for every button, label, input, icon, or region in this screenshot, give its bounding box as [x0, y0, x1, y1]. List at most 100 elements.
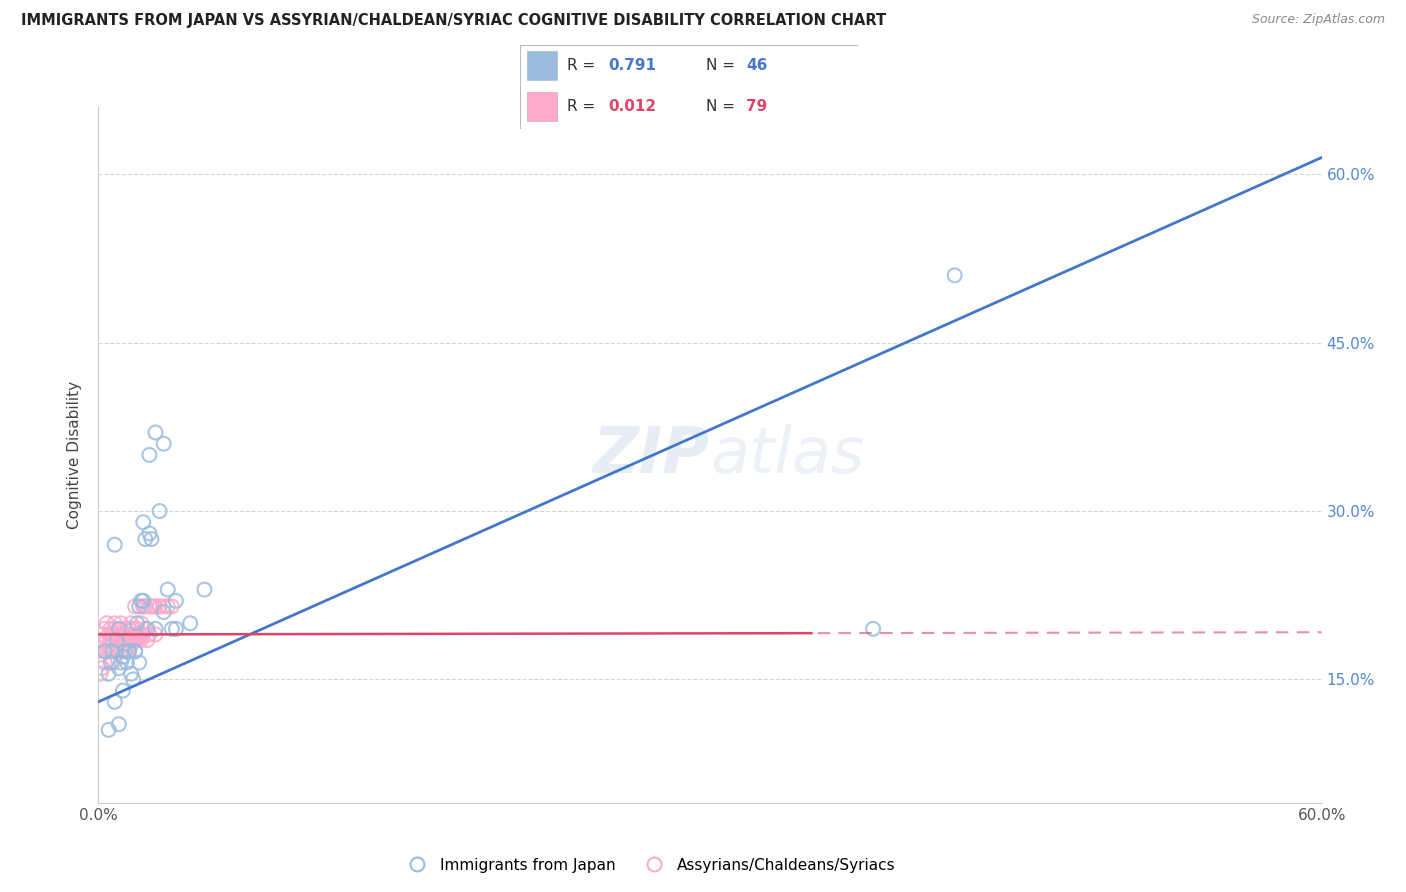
- Point: [152, 605, 174, 619]
- FancyBboxPatch shape: [527, 92, 557, 120]
- Point: [111, 683, 134, 698]
- Point: [160, 599, 183, 614]
- Point: [145, 627, 167, 641]
- Point: [101, 644, 124, 658]
- Text: N =: N =: [706, 99, 740, 114]
- Point: [100, 656, 122, 670]
- Point: [127, 633, 149, 648]
- Point: [108, 717, 131, 731]
- Point: [141, 599, 163, 614]
- Point: [127, 627, 149, 641]
- Point: [142, 599, 165, 614]
- Text: R =: R =: [568, 99, 600, 114]
- Point: [114, 639, 136, 653]
- Point: [156, 599, 179, 614]
- Point: [156, 582, 179, 597]
- Point: [129, 627, 152, 641]
- Text: IMMIGRANTS FROM JAPAN VS ASSYRIAN/CHALDEAN/SYRIAC COGNITIVE DISABILITY CORRELATI: IMMIGRANTS FROM JAPAN VS ASSYRIAN/CHALDE…: [21, 13, 886, 29]
- Point: [179, 616, 201, 631]
- Point: [118, 644, 141, 658]
- Point: [118, 622, 141, 636]
- Point: [91, 661, 114, 675]
- Point: [100, 622, 122, 636]
- Point: [122, 673, 145, 687]
- Point: [97, 644, 120, 658]
- Point: [120, 639, 142, 653]
- Point: [943, 268, 966, 283]
- Text: atlas: atlas: [710, 424, 865, 486]
- Point: [105, 627, 128, 641]
- Point: [104, 622, 127, 636]
- Point: [132, 599, 155, 614]
- Point: [91, 627, 114, 641]
- Point: [114, 644, 136, 658]
- Point: [104, 538, 127, 552]
- Point: [114, 622, 136, 636]
- Text: 0.791: 0.791: [607, 58, 657, 73]
- Point: [104, 695, 127, 709]
- Text: 0.012: 0.012: [607, 99, 657, 114]
- Point: [136, 622, 159, 636]
- Point: [145, 622, 167, 636]
- Point: [165, 594, 187, 608]
- Point: [105, 633, 128, 648]
- Point: [134, 622, 156, 636]
- Point: [138, 599, 160, 614]
- Point: [115, 627, 138, 641]
- Point: [96, 616, 118, 631]
- Point: [145, 425, 167, 440]
- Point: [115, 656, 138, 670]
- Point: [136, 633, 159, 648]
- Point: [104, 616, 127, 631]
- Point: [108, 661, 131, 675]
- Point: [122, 622, 145, 636]
- Point: [101, 627, 124, 641]
- Point: [152, 599, 174, 614]
- Point: [132, 515, 155, 529]
- Point: [124, 633, 146, 648]
- Point: [118, 627, 141, 641]
- Point: [128, 633, 150, 648]
- Point: [138, 526, 160, 541]
- Point: [145, 599, 167, 614]
- Point: [100, 644, 122, 658]
- Legend: Immigrants from Japan, Assyrians/Chaldeans/Syriacs: Immigrants from Japan, Assyrians/Chaldea…: [396, 852, 901, 879]
- Point: [124, 633, 146, 648]
- Point: [124, 644, 146, 658]
- Point: [138, 448, 160, 462]
- Point: [132, 627, 155, 641]
- Point: [110, 622, 132, 636]
- Point: [101, 633, 124, 648]
- Y-axis label: Cognitive Disability: Cognitive Disability: [67, 381, 83, 529]
- Text: 79: 79: [747, 99, 768, 114]
- Point: [93, 644, 115, 658]
- Point: [101, 656, 124, 670]
- Point: [128, 599, 150, 614]
- Point: [120, 616, 142, 631]
- Point: [100, 633, 122, 648]
- Point: [115, 633, 138, 648]
- Point: [108, 633, 131, 648]
- Point: [114, 633, 136, 648]
- Point: [93, 644, 115, 658]
- Point: [110, 644, 132, 658]
- Point: [128, 633, 150, 648]
- Point: [97, 723, 120, 737]
- Text: 46: 46: [747, 58, 768, 73]
- Point: [111, 649, 134, 664]
- Point: [862, 622, 884, 636]
- Point: [108, 633, 131, 648]
- Point: [89, 666, 111, 681]
- Point: [141, 532, 163, 546]
- Point: [96, 633, 118, 648]
- Point: [132, 594, 155, 608]
- Point: [149, 599, 172, 614]
- Point: [97, 627, 120, 641]
- Point: [111, 633, 134, 648]
- Point: [124, 599, 146, 614]
- Point: [132, 599, 155, 614]
- Point: [97, 666, 120, 681]
- Point: [118, 644, 141, 658]
- Point: [160, 622, 183, 636]
- Point: [152, 436, 174, 450]
